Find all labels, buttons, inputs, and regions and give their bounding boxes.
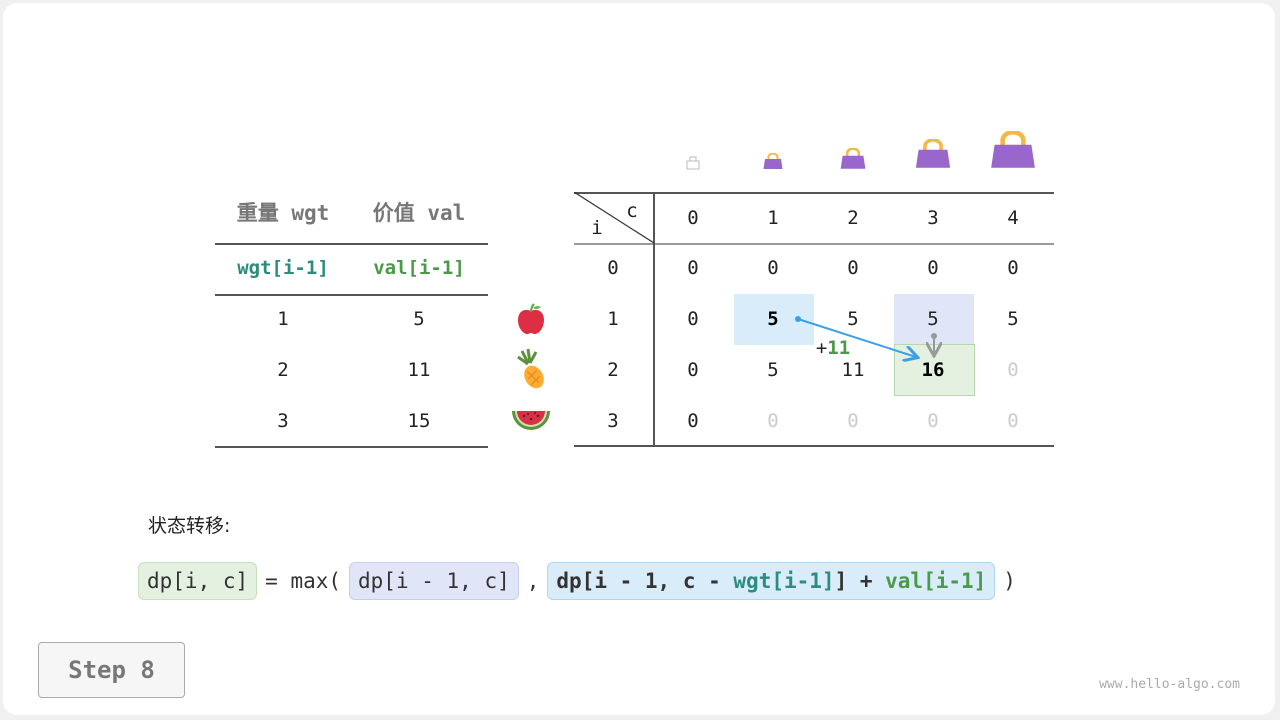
step-button[interactable]: Step 8 (38, 642, 185, 698)
f2a: dp[i - 1, c - (556, 569, 734, 593)
corner-diagonal (573, 191, 655, 244)
dp-cell: 0 (687, 359, 699, 381)
dp-cell: 0 (847, 257, 859, 279)
dp-cell: 5 (767, 308, 779, 330)
formula-lhs: dp[i, c] (138, 562, 258, 600)
bag-icon-capacity-3 (915, 138, 951, 170)
left-cell: 2 (277, 359, 289, 381)
dp-cell: 11 (841, 359, 865, 381)
watermark: www.hello-algo.com (1099, 677, 1240, 692)
col-header: 1 (767, 207, 779, 229)
row-header: 1 (607, 308, 619, 330)
pineapple-icon (514, 348, 548, 391)
dp-cell: 0 (687, 410, 699, 432)
dp-cell: 16 (921, 359, 945, 381)
divider (574, 192, 1054, 194)
corner-i: i (591, 217, 603, 239)
col-header: 2 (847, 207, 859, 229)
formula-eq: = max( (265, 569, 342, 593)
watermelon-icon (510, 407, 552, 435)
left-subheader: val[i-1] (373, 257, 465, 279)
left-cell: 1 (277, 308, 289, 330)
f2d: val[i-1] (885, 569, 987, 593)
dp-cell: 0 (1007, 410, 1019, 432)
col-header: 4 (1007, 207, 1019, 229)
dp-cell: 5 (847, 308, 859, 330)
left-cell: 5 (413, 308, 425, 330)
divider (574, 243, 1054, 245)
dp-cell: 0 (927, 257, 939, 279)
left-cell: 3 (277, 410, 289, 432)
f2b: wgt[i-1] (733, 569, 835, 593)
left-cell: 11 (407, 359, 431, 381)
slide: 重量 wgt wgt[i-1] 价值 val val[i-1] 1 5 2 11 3 15 c i 0 1… (3, 3, 1275, 715)
row-header: 3 (607, 410, 619, 432)
plus-value-annotation: +11 (816, 337, 850, 359)
left-cell: 15 (407, 410, 431, 432)
divider (215, 243, 488, 245)
bag-icon-capacity-4 (990, 129, 1036, 170)
dp-cell: 0 (1007, 359, 1019, 381)
dp-cell: 5 (767, 359, 779, 381)
formula-option-2: dp[i - 1, c - wgt[i-1]] + val[i-1] (547, 562, 996, 600)
row-header: 2 (607, 359, 619, 381)
dp-cell: 0 (767, 410, 779, 432)
dp-cell: 0 (927, 410, 939, 432)
dp-cell: 5 (927, 308, 939, 330)
corner-c: c (626, 200, 638, 222)
dp-cell: 0 (847, 410, 859, 432)
bag-icon-capacity-2 (840, 147, 866, 170)
left-header: 价值 val (372, 201, 466, 225)
col-header: 0 (687, 207, 699, 229)
formula-option-1: dp[i - 1, c] (349, 562, 519, 600)
bag-icon-capacity-0 (685, 154, 701, 170)
bag-icon-capacity-1 (763, 152, 783, 170)
col-header: 3 (927, 207, 939, 229)
left-subheader: wgt[i-1] (237, 257, 329, 279)
divider (574, 445, 1054, 447)
dp-cell: 5 (1007, 308, 1019, 330)
plus: + (815, 337, 828, 359)
row-header: 0 (607, 257, 619, 279)
dp-cell: 0 (687, 308, 699, 330)
plus-value: 11 (827, 337, 851, 359)
dp-cell: 0 (687, 257, 699, 279)
divider (215, 446, 488, 448)
f2c: ] + (834, 569, 886, 593)
formula-close: ) (1003, 569, 1016, 593)
formula-comma: , (526, 569, 540, 593)
divider (653, 192, 655, 446)
left-header: 重量 wgt (236, 201, 330, 225)
formula: dp[i, c] = max( dp[i - 1, c] , dp[i - 1,… (138, 562, 1016, 600)
divider (215, 294, 488, 296)
dp-cell: 0 (1007, 257, 1019, 279)
apple-icon (516, 303, 546, 335)
dp-cell: 0 (767, 257, 779, 279)
transition-label: 状态转移: (148, 515, 231, 537)
